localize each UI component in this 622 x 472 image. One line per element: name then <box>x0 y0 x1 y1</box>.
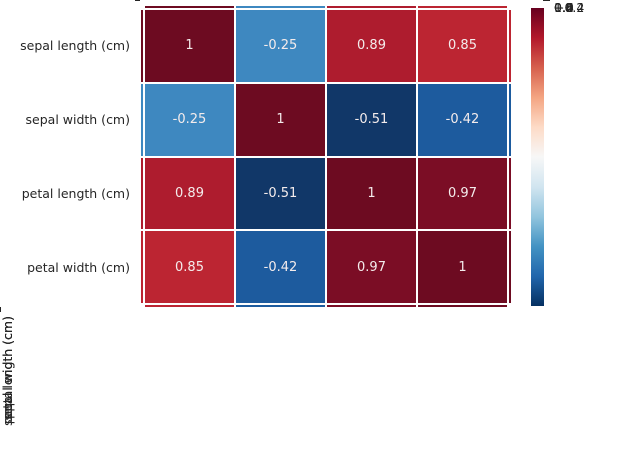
y-tick-label-sepal-width: sepal width (cm) <box>25 112 130 127</box>
heatmap-cell-r1c0: -0.25 <box>145 83 234 156</box>
heatmap-edge-top <box>141 6 511 8</box>
heatmap-cell-r3c3: 1 <box>418 231 507 303</box>
y-tick-label-sepal-length: sepal length (cm) <box>20 38 130 53</box>
heatmap-cell-r1c3: -0.42 <box>418 83 507 156</box>
colorbar-tick-label: 1.0 <box>554 0 574 15</box>
heatmap-cell-r2c2: 1 <box>327 157 416 230</box>
heatmap-cell-r2c3: 0.97 <box>418 157 507 230</box>
x-tick-mark <box>0 307 2 312</box>
x-tick-label-petal-width: petal width (cm) <box>0 316 15 419</box>
y-tick-label-petal-length: petal length (cm) <box>21 186 130 201</box>
colorbar-gradient <box>531 8 544 306</box>
colorbar-tick-label: 0.8 <box>554 0 574 15</box>
heatmap-cell-r2c0: 0.89 <box>145 157 234 230</box>
y-tick-label-petal-width: petal width (cm) <box>27 260 130 275</box>
y-tick-mark <box>135 0 140 2</box>
heatmap-cell-r3c2: 0.97 <box>327 231 416 303</box>
heatmap-cell-r0c2: 0.89 <box>327 10 416 82</box>
heatmap-cell-r3c1: -0.42 <box>236 231 325 303</box>
heatmap-edge-bottom <box>141 305 511 307</box>
colorbar-tick-label: 0.4 <box>554 0 574 15</box>
heatmap-cell-r0c1: -0.25 <box>236 10 325 82</box>
heatmap-edge-right <box>509 6 511 307</box>
heatmap-cell-r3c0: 0.85 <box>145 231 234 303</box>
heatmap-cell-r2c1: -0.51 <box>236 157 325 230</box>
heatmap-cell-r1c1: 1 <box>236 83 325 156</box>
colorbar-tick-label: −0.2 <box>554 0 585 15</box>
heatmap-cell-r0c3: 0.85 <box>418 10 507 82</box>
heatmap-edge-left <box>141 6 143 307</box>
colorbar-tick-label: 0.0 <box>554 0 574 15</box>
heatmap-cell-r0c0: 1 <box>145 10 234 82</box>
heatmap-cell-r1c2: -0.51 <box>327 83 416 156</box>
heatmap-grid: 1 -0.25 0.89 0.85 -0.25 1 -0.51 -0.42 0.… <box>141 6 511 307</box>
colorbar-tick-label: 0.6 <box>554 0 574 15</box>
colorbar-tick-label: 0.2 <box>554 0 574 15</box>
colorbar-tick-mark <box>543 0 550 2</box>
colorbar-tick-label: −0.4 <box>554 0 585 15</box>
